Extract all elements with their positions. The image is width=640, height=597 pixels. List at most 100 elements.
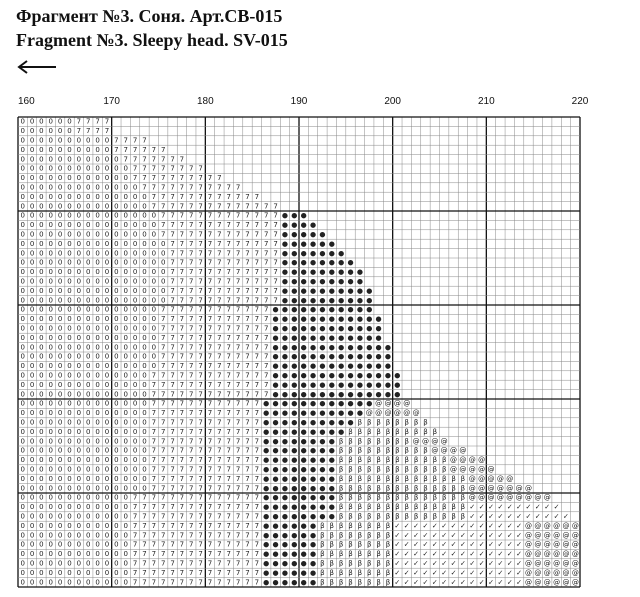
stitch-symbol: 7: [236, 184, 240, 192]
stitch-symbol: 0: [133, 409, 137, 417]
stitch-symbol: ✓: [479, 522, 485, 530]
stitch-symbol: 7: [208, 475, 212, 483]
stitch-symbol: 7: [198, 569, 202, 577]
stitch-symbol: 0: [152, 334, 156, 342]
stitch-symbol: 0: [39, 155, 43, 163]
stitch-symbol: @: [422, 437, 429, 445]
stitch-symbol: 0: [86, 240, 90, 248]
stitch-symbol: 0: [123, 550, 127, 558]
stitch-symbol: ●: [291, 212, 297, 220]
stitch-symbol: ●: [310, 240, 316, 248]
stitch-symbol: 7: [180, 541, 184, 549]
stitch-symbol: ●: [310, 268, 316, 276]
stitch-symbol: 0: [30, 372, 34, 380]
stitch-symbol: @: [534, 578, 541, 586]
stitch-symbol: 7: [189, 522, 193, 530]
stitch-symbol: 7: [208, 296, 212, 304]
stitch-symbol: 7: [170, 174, 174, 182]
stitch-symbol: 0: [20, 513, 24, 521]
stitch-symbol: 7: [189, 221, 193, 229]
stitch-symbol: ✓: [497, 560, 503, 568]
stitch-symbol: ●: [282, 569, 288, 577]
stitch-symbol: 0: [86, 400, 90, 408]
stitch-symbol: 7: [217, 334, 221, 342]
stitch-symbol: ●: [273, 522, 279, 530]
stitch-symbol: ✓: [497, 531, 503, 539]
stitch-symbol: 0: [114, 212, 118, 220]
stitch-symbol: 7: [236, 381, 240, 389]
stitch-symbol: 7: [217, 569, 221, 577]
stitch-symbol: 7: [217, 541, 221, 549]
stitch-symbol: 7: [273, 240, 277, 248]
stitch-symbol: 7: [208, 306, 212, 314]
stitch-symbol: 7: [245, 315, 249, 323]
stitch-symbol: 0: [77, 409, 81, 417]
stitch-symbol: 7: [152, 531, 156, 539]
symbol-run: ● ● ● ● ● ● ● ● ● ●: [263, 419, 353, 427]
stitch-symbol: 7: [236, 390, 240, 398]
stitch-symbol: ●: [291, 231, 297, 239]
stitch-symbol: 0: [123, 221, 127, 229]
stitch-symbol: 7: [264, 381, 268, 389]
stitch-symbol: 7: [236, 221, 240, 229]
stitch-symbol: @: [562, 569, 569, 577]
stitch-symbol: 0: [58, 484, 62, 492]
stitch-symbol: @: [544, 560, 551, 568]
stitch-symbol: 0: [49, 513, 53, 521]
stitch-symbol: β: [320, 541, 324, 549]
stitch-symbol: ●: [310, 503, 316, 511]
stitch-symbol: 7: [161, 531, 165, 539]
stitch-symbol: 7: [189, 578, 193, 586]
stitch-symbol: ●: [347, 268, 353, 276]
stitch-symbol: 7: [161, 184, 165, 192]
stitch-symbol: ●: [291, 409, 297, 417]
stitch-symbol: 0: [105, 174, 109, 182]
stitch-symbol: 7: [217, 268, 221, 276]
stitch-symbol: ●: [310, 325, 316, 333]
stitch-symbol: 0: [152, 268, 156, 276]
stitch-symbol: 0: [77, 137, 81, 145]
stitch-symbol: 0: [30, 315, 34, 323]
stitch-symbol: 0: [67, 202, 71, 210]
stitch-symbol: 0: [77, 494, 81, 502]
stitch-symbol: 0: [161, 240, 165, 248]
stitch-symbol: β: [358, 484, 362, 492]
stitch-symbol: 0: [142, 249, 146, 257]
stitch-symbol: 7: [114, 137, 118, 145]
stitch-symbol: 0: [77, 315, 81, 323]
stitch-symbol: 0: [95, 221, 99, 229]
stitch-symbol: ●: [282, 249, 288, 257]
stitch-symbol: ●: [329, 362, 335, 370]
stitch-symbol: 7: [236, 400, 240, 408]
stitch-symbol: 7: [208, 522, 212, 530]
stitch-symbol: @: [553, 541, 560, 549]
stitch-symbol: 0: [133, 315, 137, 323]
stitch-symbol: ✓: [451, 569, 457, 577]
stitch-symbol: ●: [347, 306, 353, 314]
stitch-symbol: 7: [255, 202, 259, 210]
stitch-symbol: 0: [67, 466, 71, 474]
stitch-symbol: β: [414, 428, 418, 436]
stitch-symbol: 7: [152, 513, 156, 521]
stitch-symbol: 7: [217, 353, 221, 361]
stitch-symbol: 0: [114, 325, 118, 333]
stitch-symbol: 0: [49, 428, 53, 436]
stitch-symbol: 7: [189, 353, 193, 361]
stitch-symbol: 0: [20, 268, 24, 276]
stitch-symbol: 0: [49, 503, 53, 511]
stitch-symbol: 0: [77, 165, 81, 173]
stitch-symbol: ●: [310, 400, 316, 408]
stitch-symbol: β: [386, 569, 390, 577]
stitch-symbol: 0: [20, 334, 24, 342]
stitch-symbol: 7: [264, 372, 268, 380]
stitch-symbol: ●: [338, 334, 344, 342]
stitch-symbol: ✓: [441, 541, 447, 549]
stitch-symbol: 0: [20, 541, 24, 549]
stitch-symbol: 0: [77, 437, 81, 445]
stitch-symbol: 0: [133, 268, 137, 276]
stitch-symbol: 7: [264, 249, 268, 257]
stitch-symbol: β: [395, 419, 399, 427]
stitch-symbol: 0: [20, 381, 24, 389]
stitch-symbol: 7: [208, 278, 212, 286]
